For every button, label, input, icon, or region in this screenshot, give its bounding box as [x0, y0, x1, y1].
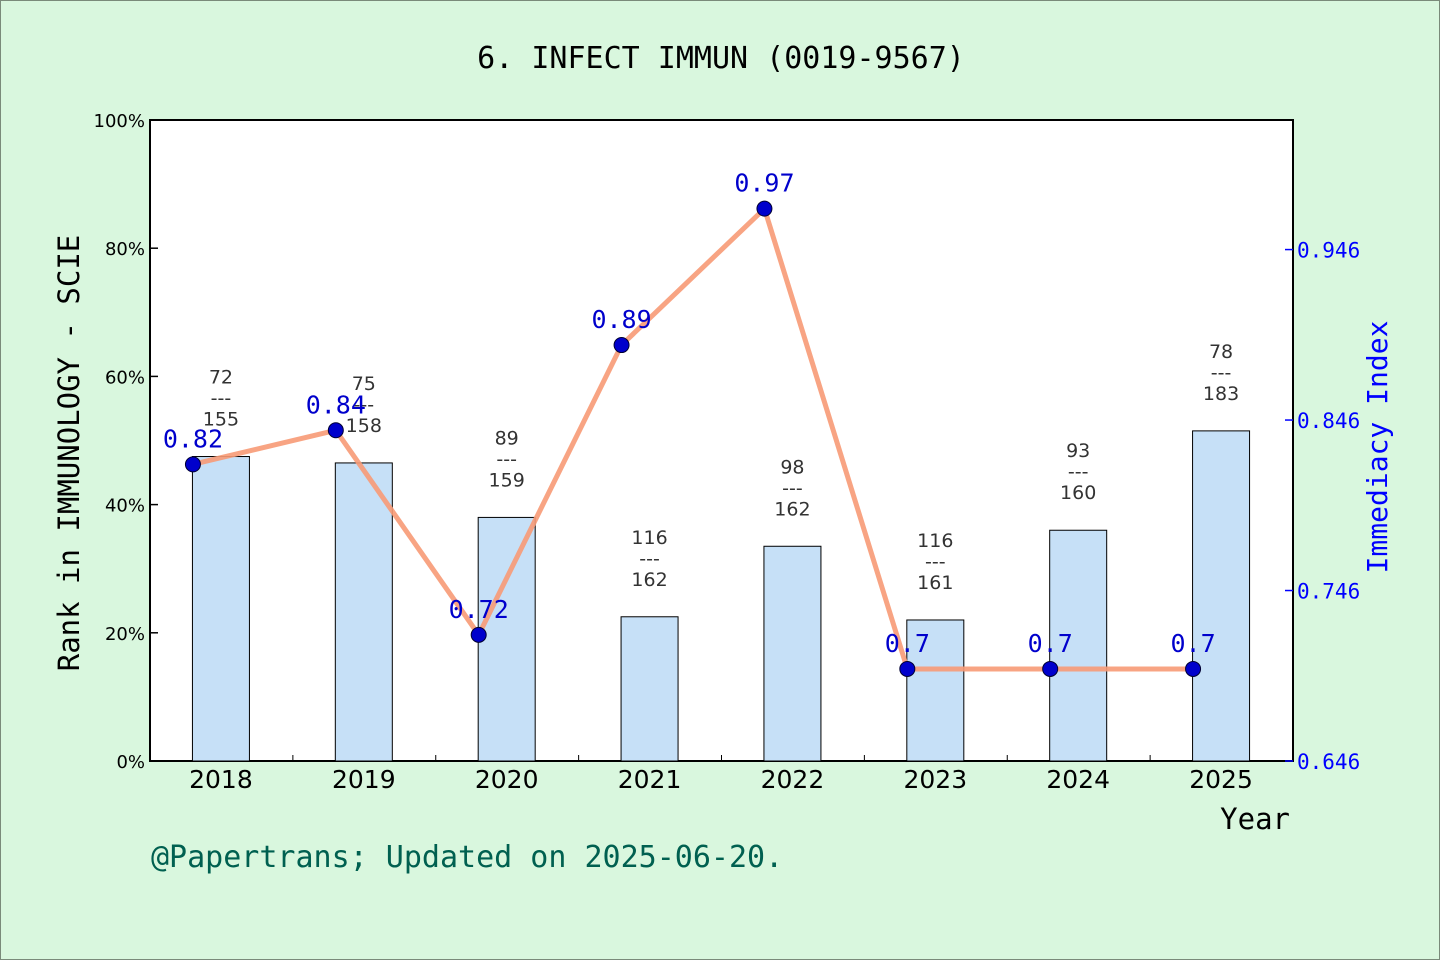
- left-tick-label: 40%: [105, 496, 145, 517]
- immediacy-label-2022: 0.97: [734, 169, 794, 198]
- bar-2025: [1192, 430, 1251, 762]
- bar-label-mid-2021: ---: [639, 548, 660, 570]
- y-axis-label: Rank in IMMUNOLOGY - SCIE: [52, 235, 86, 672]
- x-tick-label-2022: 2022: [761, 765, 825, 794]
- left-tick-label: 80%: [105, 239, 145, 260]
- x-tick-label-2025: 2025: [1189, 765, 1253, 794]
- bar-label-mid-2019: ---: [354, 394, 375, 416]
- immediacy-point-2022: [756, 200, 773, 217]
- x-axis-label: Year: [1220, 802, 1290, 836]
- bar-label-bottom-2024: 160: [1060, 482, 1096, 504]
- bar-label-mid-2020: ---: [496, 448, 517, 470]
- immediacy-label-2021: 0.89: [591, 305, 651, 334]
- bar-labels-layer: 72---15575---15889---159116---16298---16…: [203, 341, 1239, 594]
- footer-note: @Papertrans; Updated on 2025-06-20.: [151, 840, 783, 875]
- x-tick-label-2021: 2021: [618, 765, 682, 794]
- bar-2019: [334, 462, 393, 762]
- x-tick-label-2024: 2024: [1046, 765, 1110, 794]
- bar-label-mid-2024: ---: [1068, 461, 1089, 483]
- bar-label-bottom-2021: 162: [631, 569, 667, 591]
- bar-label-bottom-2020: 159: [489, 469, 525, 491]
- immediacy-label-2025: 0.7: [1170, 629, 1215, 658]
- right-tick-label: 0.846: [1297, 409, 1360, 433]
- y2-axis-label: Immediacy Index: [1361, 321, 1394, 574]
- left-tick-label: 20%: [105, 624, 145, 645]
- x-tick-label-2018: 2018: [189, 765, 253, 794]
- bar-label-top-2022: 98: [780, 456, 804, 478]
- immediacy-point-2023: [899, 660, 916, 677]
- bar-label-top-2023: 116: [917, 530, 953, 552]
- left-tick-label: 100%: [94, 111, 145, 132]
- immediacy-point-2024: [1042, 660, 1059, 677]
- bar-2018: [191, 456, 250, 762]
- bar-label-top-2024: 93: [1066, 440, 1090, 462]
- bar-label-top-2021: 116: [631, 527, 667, 549]
- right-axis: 0.646 0.746 0.846 0.946: [1285, 239, 1360, 774]
- immediacy-label-2020: 0.72: [449, 595, 509, 624]
- immediacy-point-2018: [184, 456, 201, 473]
- immediacy-point-2025: [1185, 660, 1202, 677]
- bar-2024: [1049, 529, 1108, 762]
- bar-2020: [477, 516, 536, 762]
- left-tick-label: 60%: [105, 367, 145, 388]
- x-tick-label-2020: 2020: [475, 765, 539, 794]
- left-axis: 0% 20% 40% 60% 80% 100%: [94, 111, 158, 773]
- bar-2022: [763, 545, 822, 762]
- immediacy-label-2019: 0.84: [306, 390, 366, 419]
- bar-label-top-2019: 75: [352, 373, 376, 395]
- bar-2023: [906, 619, 965, 762]
- chart-title: 6. INFECT IMMUN (0019-9567): [477, 41, 965, 76]
- immediacy-line: [192, 206, 1194, 672]
- x-tick-label-2023: 2023: [904, 765, 968, 794]
- immediacy-label-2023: 0.7: [885, 629, 930, 658]
- bar-label-top-2025: 78: [1209, 341, 1233, 363]
- bar-label-mid-2023: ---: [925, 551, 946, 573]
- immediacy-point-2020: [470, 626, 487, 643]
- right-tick-label: 0.646: [1297, 750, 1360, 774]
- bar-label-mid-2025: ---: [1211, 362, 1232, 384]
- immediacy-label-2018: 0.82: [163, 424, 223, 453]
- right-tick-label: 0.946: [1297, 239, 1360, 263]
- immediacy-label-2024: 0.7: [1028, 629, 1073, 658]
- bar-label-mid-2022: ---: [782, 477, 803, 499]
- left-tick-label: 0%: [116, 752, 145, 773]
- line-layer: 0.82 0.84 0.72 0.89 0.97 0.7 0.7 0.7: [163, 169, 1216, 677]
- bar-label-bottom-2022: 162: [774, 498, 810, 520]
- right-tick-label: 0.746: [1297, 580, 1360, 604]
- bar-label-mid-2018: ---: [211, 388, 232, 410]
- immediacy-point-2019: [327, 422, 344, 439]
- bars-layer: [191, 430, 1251, 762]
- bar-label-bottom-2018: 155: [203, 409, 239, 431]
- bar-label-top-2020: 89: [495, 427, 519, 449]
- bar-2021: [620, 616, 679, 762]
- immediacy-point-2021: [613, 337, 630, 354]
- bar-label-bottom-2025: 183: [1203, 383, 1239, 405]
- plot-area: [149, 119, 1294, 762]
- bar-label-bottom-2019: 158: [346, 415, 382, 437]
- x-axis: 2018 2019 2020 2021 2022 2023 2024 2025: [189, 755, 1253, 794]
- x-tick-label-2019: 2019: [332, 765, 396, 794]
- bar-label-bottom-2023: 161: [917, 572, 953, 594]
- bar-label-top-2018: 72: [209, 367, 233, 389]
